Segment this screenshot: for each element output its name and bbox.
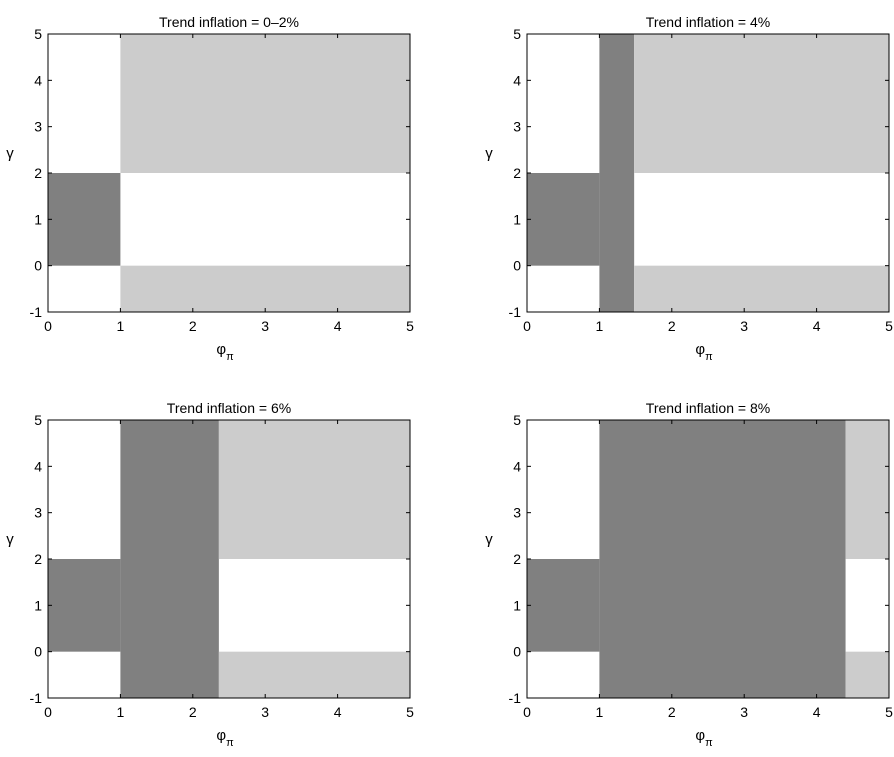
panel-3-x-axis-label-subscript: π — [226, 737, 234, 749]
panel-1-ytick-label: 3 — [34, 119, 42, 135]
panel-2-title: Trend inflation = 4% — [646, 14, 770, 30]
panel-3-xtick-label: 2 — [189, 704, 197, 720]
panel-3-ytick-label: 1 — [34, 597, 42, 613]
panel-3-x-axis-label-main: φ — [216, 727, 226, 744]
panel-3-ytick-label: 4 — [34, 458, 42, 474]
panel-1-x-axis-label: φπ — [216, 341, 234, 363]
panel-2-xtick-label: 3 — [740, 318, 748, 334]
panel-2-xtick-label: 2 — [668, 318, 676, 334]
panel-2-y-axis-label: γ — [485, 145, 493, 162]
panel-4-ytick-label: -1 — [509, 690, 522, 706]
panel-1-title: Trend inflation = 0–2% — [159, 14, 299, 30]
panel-3-ytick-label: -1 — [30, 690, 43, 706]
panel-3-x-axis-label: φπ — [216, 727, 234, 749]
panel-1-xtick-label: 4 — [334, 318, 342, 334]
panel-2-ytick-label: 5 — [513, 26, 521, 42]
panel-3-title: Trend inflation = 6% — [167, 400, 291, 416]
panel-3-region-light-4 — [218, 651, 410, 698]
panel-2-region-dark-1 — [527, 173, 600, 266]
panel-3-xtick-label: 1 — [117, 704, 125, 720]
panel-2-xtick-label: 1 — [596, 318, 604, 334]
panel-4-region-light-3 — [845, 420, 889, 559]
panel-1-region-light-2 — [120, 34, 411, 173]
panel-4-y-axis-label: γ — [485, 531, 493, 548]
panel-4-xtick-label: 5 — [885, 704, 893, 720]
panel-1-xtick-label: 2 — [189, 318, 197, 334]
panel-1-ytick-label: 2 — [34, 165, 42, 181]
panel-4-region-dark-1 — [527, 559, 600, 652]
panel-2-xtick-label: 5 — [885, 318, 893, 334]
panel-2-xtick-label: 0 — [523, 318, 531, 334]
panel-2-ytick-label: 4 — [513, 72, 521, 88]
panel-2-region-light-3 — [634, 34, 889, 173]
panel-2-xtick-label: 4 — [813, 318, 821, 334]
panel-2-region-light-4 — [634, 265, 889, 312]
panel-4-region-dark-2 — [599, 420, 846, 698]
panel-4-xtick-label: 0 — [523, 704, 531, 720]
panel-4-x-axis-label: φπ — [695, 727, 713, 749]
panel-4-xtick-label: 4 — [813, 704, 821, 720]
panel-4-xtick-label: 1 — [596, 704, 604, 720]
panel-3-region-dark-1 — [48, 559, 121, 652]
panel-3-xtick-label: 0 — [44, 704, 52, 720]
panel-2-ytick-label: 3 — [513, 119, 521, 135]
panel-3-ytick-label: 5 — [34, 412, 42, 428]
panel-1-ytick-label: 0 — [34, 258, 42, 274]
panel-4-xtick-label: 3 — [740, 704, 748, 720]
panel-1-xtick-label: 5 — [406, 318, 414, 334]
panel-2-region-dark-2 — [599, 34, 635, 312]
panel-3-y-axis-label: γ — [6, 531, 14, 548]
panel-4-ytick-label: 3 — [513, 505, 521, 521]
panel-4-ytick-label: 0 — [513, 644, 521, 660]
panel-2-x-axis-label: φπ — [695, 341, 713, 363]
panel-3-ytick-label: 3 — [34, 505, 42, 521]
panel-2-ytick-label: 2 — [513, 165, 521, 181]
panel-1-ytick-label: 1 — [34, 211, 42, 227]
panel-3-ytick-label: 0 — [34, 644, 42, 660]
panel-1-xtick-label: 1 — [117, 318, 125, 334]
panel-4-x-axis-label-subscript: π — [705, 737, 713, 749]
panel-3-region-light-3 — [218, 420, 410, 559]
panel-1-region-light-3 — [120, 265, 411, 312]
panel-1-x-axis-label-subscript: π — [226, 351, 234, 363]
panel-1-ytick-label: -1 — [30, 304, 43, 320]
panel-4-ytick-label: 2 — [513, 551, 521, 567]
panel-1-ytick-label: 4 — [34, 72, 42, 88]
panel-3-ytick-label: 2 — [34, 551, 42, 567]
panel-3-region-dark-2 — [120, 420, 219, 698]
panel-4-ytick-label: 5 — [513, 412, 521, 428]
panel-4-xtick-label: 2 — [668, 704, 676, 720]
panel-4-ytick-label: 4 — [513, 458, 521, 474]
panel-1-ytick-label: 5 — [34, 26, 42, 42]
panel-2-x-axis-label-main: φ — [695, 341, 705, 358]
panel-4-x-axis-label-main: φ — [695, 727, 705, 744]
panel-3-xtick-label: 3 — [261, 704, 269, 720]
panel-1-xtick-label: 0 — [44, 318, 52, 334]
panel-2-x-axis-label-subscript: π — [705, 351, 713, 363]
panel-1-region-dark-1 — [48, 173, 121, 266]
panel-1-xtick-label: 3 — [261, 318, 269, 334]
panel-4-title: Trend inflation = 8% — [646, 400, 770, 416]
panel-2-ytick-label: -1 — [509, 304, 522, 320]
panel-3-xtick-label: 4 — [334, 704, 342, 720]
panel-1-x-axis-label-main: φ — [216, 341, 226, 358]
panel-4-ytick-label: 1 — [513, 597, 521, 613]
panel-4-region-light-4 — [845, 651, 889, 698]
panel-3-xtick-label: 5 — [406, 704, 414, 720]
panel-1-y-axis-label: γ — [6, 145, 14, 162]
panel-2-ytick-label: 0 — [513, 258, 521, 274]
panel-2-ytick-label: 1 — [513, 211, 521, 227]
